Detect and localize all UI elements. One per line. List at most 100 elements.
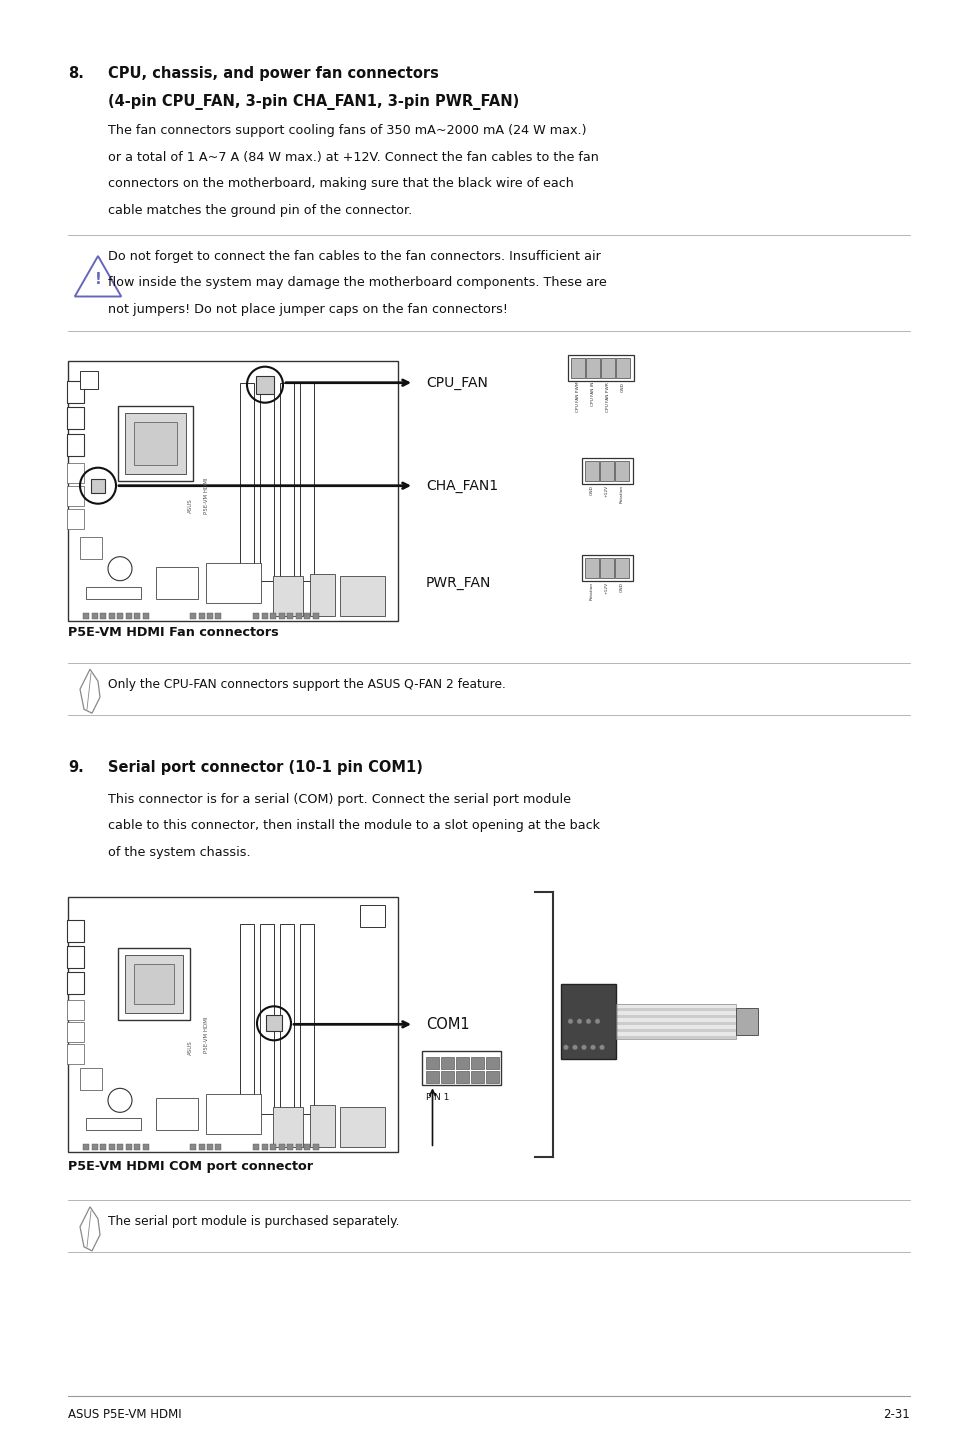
Bar xyxy=(581,555,633,581)
Bar xyxy=(190,1145,195,1150)
Text: The serial port module is purchased separately.: The serial port module is purchased sepa… xyxy=(108,1215,399,1228)
Bar xyxy=(83,613,89,618)
Circle shape xyxy=(581,1045,586,1050)
Bar xyxy=(67,509,84,529)
Bar xyxy=(67,434,84,456)
Bar xyxy=(125,955,183,1014)
Bar xyxy=(255,375,274,394)
Bar xyxy=(304,613,310,618)
Bar xyxy=(207,1145,213,1150)
Bar xyxy=(80,371,98,388)
Bar xyxy=(133,965,173,1004)
Bar xyxy=(80,536,102,559)
Circle shape xyxy=(572,1045,577,1050)
Bar xyxy=(615,460,628,480)
Bar xyxy=(616,358,629,378)
Bar xyxy=(485,1057,498,1070)
Bar xyxy=(616,1008,735,1011)
Bar xyxy=(118,948,190,1021)
Bar xyxy=(133,421,177,464)
Text: PIN 1: PIN 1 xyxy=(426,1093,449,1103)
Bar xyxy=(287,613,293,618)
Bar xyxy=(67,407,84,429)
Bar xyxy=(567,355,634,381)
Bar xyxy=(270,613,275,618)
Bar xyxy=(735,1008,758,1035)
Bar xyxy=(440,1071,454,1083)
Bar xyxy=(206,1094,261,1135)
Text: connectors on the motherboard, making sure that the black wire of each: connectors on the motherboard, making su… xyxy=(108,177,574,190)
Bar xyxy=(67,972,84,994)
Text: P5E-VM HDMI Fan connectors: P5E-VM HDMI Fan connectors xyxy=(68,626,278,638)
Bar xyxy=(266,1015,282,1031)
Bar xyxy=(616,1022,735,1025)
Bar xyxy=(584,558,598,578)
Bar xyxy=(426,1057,438,1070)
Text: ASUS P5E-VM HDMI: ASUS P5E-VM HDMI xyxy=(68,1408,181,1421)
Text: PWR_FAN: PWR_FAN xyxy=(426,575,491,590)
Bar xyxy=(313,613,318,618)
Bar xyxy=(198,613,204,618)
Text: This connector is for a serial (COM) port. Connect the serial port module: This connector is for a serial (COM) por… xyxy=(108,792,571,805)
Bar xyxy=(571,358,584,378)
Bar xyxy=(299,383,314,581)
Bar xyxy=(456,1071,469,1083)
Bar xyxy=(616,1004,735,1008)
Text: Rotation: Rotation xyxy=(589,582,594,600)
Text: +12V: +12V xyxy=(604,582,608,594)
Bar xyxy=(616,1028,735,1032)
Bar xyxy=(125,413,186,473)
Bar xyxy=(339,1107,385,1148)
Bar xyxy=(67,1022,84,1043)
Bar xyxy=(313,1145,318,1150)
Bar xyxy=(295,1145,301,1150)
Bar xyxy=(599,460,614,480)
Circle shape xyxy=(563,1045,568,1050)
Text: !: ! xyxy=(94,272,101,286)
Bar xyxy=(440,1057,454,1070)
Bar xyxy=(456,1057,469,1070)
Bar xyxy=(156,567,198,598)
Bar xyxy=(426,1071,438,1083)
Text: CPU, chassis, and power fan connectors: CPU, chassis, and power fan connectors xyxy=(108,66,438,81)
Bar xyxy=(299,925,314,1114)
Text: or a total of 1 A~7 A (84 W max.) at +12V. Connect the fan cables to the fan: or a total of 1 A~7 A (84 W max.) at +12… xyxy=(108,151,598,164)
Text: CPU FAN IN: CPU FAN IN xyxy=(590,381,595,406)
Bar xyxy=(616,1018,735,1022)
Circle shape xyxy=(595,1020,599,1024)
Bar xyxy=(485,1071,498,1083)
Bar xyxy=(280,925,294,1114)
Text: ASUS: ASUS xyxy=(188,499,193,513)
Bar xyxy=(616,1011,735,1015)
Text: cable matches the ground pin of the connector.: cable matches the ground pin of the conn… xyxy=(108,204,412,217)
Text: GND: GND xyxy=(620,381,624,391)
Text: (4-pin CPU_FAN, 3-pin CHA_FAN1, 3-pin PWR_FAN): (4-pin CPU_FAN, 3-pin CHA_FAN1, 3-pin PW… xyxy=(108,93,518,109)
Text: flow inside the system may damage the motherboard components. These are: flow inside the system may damage the mo… xyxy=(108,276,606,289)
Bar xyxy=(471,1071,483,1083)
Circle shape xyxy=(577,1020,581,1024)
Bar xyxy=(67,920,84,942)
Text: not jumpers! Do not place jumper caps on the fan connectors!: not jumpers! Do not place jumper caps on… xyxy=(108,303,507,316)
Bar xyxy=(83,1145,89,1150)
Bar xyxy=(142,1145,149,1150)
Bar xyxy=(270,1145,275,1150)
Bar xyxy=(133,1145,140,1150)
Text: COM1: COM1 xyxy=(426,1017,469,1032)
Bar xyxy=(253,613,258,618)
Bar xyxy=(310,574,335,615)
Bar xyxy=(207,613,213,618)
Bar xyxy=(585,358,599,378)
Text: P5E-VM HDMI: P5E-VM HDMI xyxy=(203,1017,209,1053)
Bar xyxy=(560,985,616,1060)
Circle shape xyxy=(598,1045,604,1050)
Bar xyxy=(310,1106,335,1148)
Bar xyxy=(280,383,294,581)
Text: The fan connectors support cooling fans of 350 mA~2000 mA (24 W max.): The fan connectors support cooling fans … xyxy=(108,124,586,137)
Bar xyxy=(240,925,253,1114)
Text: GND: GND xyxy=(589,485,594,495)
Bar xyxy=(91,479,105,493)
Text: Only the CPU-FAN connectors support the ASUS Q-FAN 2 feature.: Only the CPU-FAN connectors support the … xyxy=(108,677,505,690)
Bar xyxy=(304,1145,310,1150)
Bar xyxy=(616,1032,735,1035)
Bar xyxy=(198,1145,204,1150)
